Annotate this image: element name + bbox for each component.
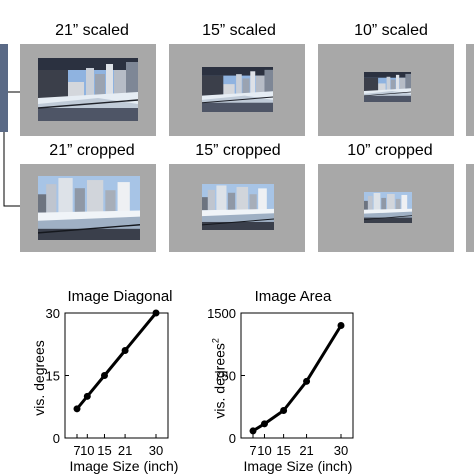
y-tick-label-diagonal-1: 15 — [46, 369, 60, 384]
x-axis-label-diagonal: Image Size (inch) — [69, 458, 179, 474]
chart-title-area: Image Area — [254, 288, 332, 305]
caption-15-scaled: 15” scaled — [202, 22, 276, 39]
plot-frame-diagonal — [64, 312, 169, 439]
x-tick-label-area-4: 30 — [334, 443, 348, 458]
data-point-area-0 — [249, 427, 257, 435]
data-point-diagonal-1 — [83, 392, 91, 400]
x-tick-label-area-2: 15 — [276, 443, 290, 458]
y-tick-label-diagonal-2: 30 — [46, 306, 60, 321]
data-point-diagonal-4 — [152, 309, 160, 317]
y-tick-label-area-1: 750 — [214, 369, 236, 384]
x-tick-label-diagonal-0: 7 — [73, 443, 80, 458]
series-line-area — [252, 324, 343, 433]
data-point-diagonal-3 — [121, 347, 129, 354]
data-point-area-4 — [337, 322, 345, 329]
y-tick-label-area-0: 0 — [229, 431, 236, 446]
x-axis-label-area: Image Size (inch) — [243, 458, 353, 474]
panel-10-scaled — [318, 44, 454, 136]
panel-10-cropped — [318, 164, 454, 252]
caption-21-scaled: 21” scaled — [55, 22, 129, 39]
x-tick-label-area-1: 10 — [257, 443, 271, 458]
panel-21-cropped — [20, 164, 156, 252]
data-point-area-1 — [260, 420, 268, 428]
chart-title-diagonal: Image Diagonal — [67, 288, 173, 305]
panel-21-scaled — [20, 44, 156, 136]
data-point-diagonal-2 — [100, 372, 108, 379]
panel-edge-row1 — [466, 44, 474, 136]
panel-15-scaled — [169, 44, 305, 136]
x-tick-label-area-0: 7 — [249, 443, 256, 458]
panel-15-cropped — [169, 164, 305, 252]
x-tick-label-area-3: 21 — [299, 443, 313, 458]
caption-10-cropped: 10” cropped — [347, 142, 433, 159]
y-tick-label-diagonal-0: 0 — [53, 431, 60, 446]
data-point-area-2 — [280, 407, 288, 414]
source-image-strip — [0, 44, 8, 132]
caption-10-scaled: 10” scaled — [354, 22, 428, 39]
data-point-diagonal-0 — [73, 405, 81, 413]
x-tick-label-diagonal-4: 30 — [149, 443, 163, 458]
x-tick-label-diagonal-3: 21 — [118, 443, 132, 458]
x-tick-label-diagonal-1: 10 — [80, 443, 94, 458]
caption-15-cropped: 15” cropped — [195, 142, 281, 159]
x-tick-label-diagonal-2: 15 — [97, 443, 111, 458]
caption-21-cropped: 21” cropped — [49, 142, 135, 159]
y-tick-label-area-2: 1500 — [207, 306, 236, 321]
panel-edge-row2 — [466, 164, 474, 252]
data-point-area-3 — [303, 377, 311, 385]
